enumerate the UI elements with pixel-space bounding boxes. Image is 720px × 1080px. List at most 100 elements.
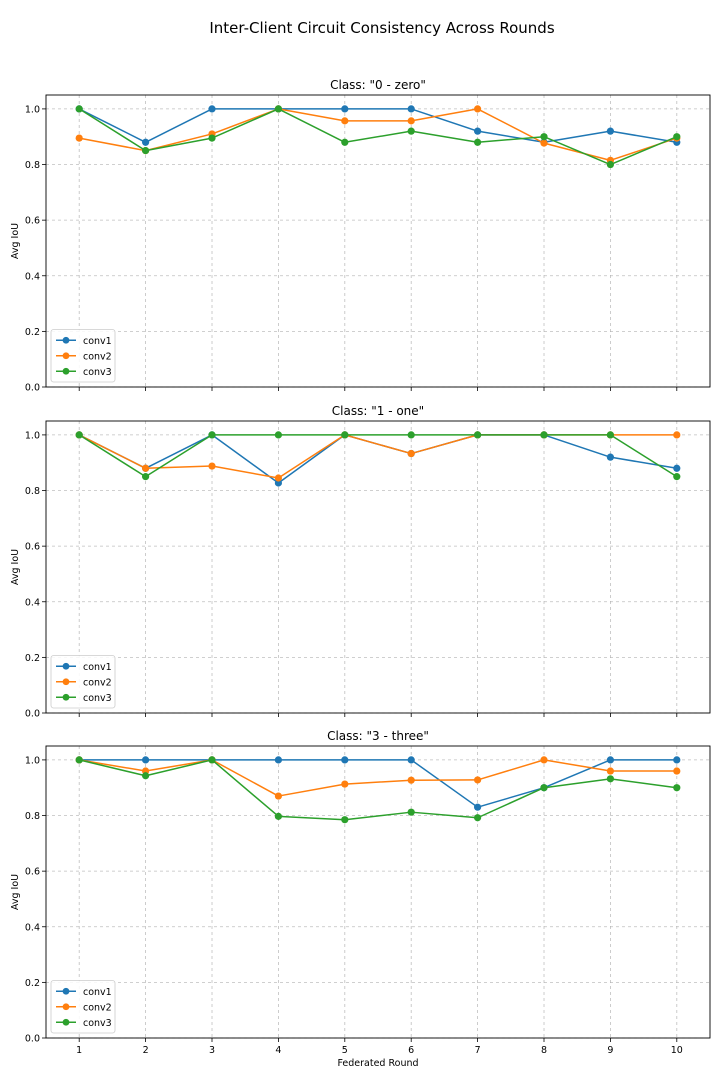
data-point-conv3 xyxy=(341,431,349,439)
data-point-conv3 xyxy=(540,784,548,792)
x-tick-label: 5 xyxy=(342,1045,348,1056)
y-axis-label: Avg IoU xyxy=(10,549,21,585)
data-point-conv2 xyxy=(474,105,482,113)
y-tick-label: 0.6 xyxy=(25,542,40,553)
data-point-conv2 xyxy=(673,431,681,439)
legend-marker-conv1 xyxy=(62,336,70,344)
data-point-conv1 xyxy=(274,756,282,764)
data-point-conv3 xyxy=(341,138,349,146)
series-line-conv1 xyxy=(78,108,677,144)
data-point-conv3 xyxy=(407,431,415,439)
legend-marker-conv1 xyxy=(62,987,70,995)
y-tick-label: 0.0 xyxy=(25,383,40,394)
legend-label-conv3: conv3 xyxy=(83,693,112,704)
y-tick-label: 0.2 xyxy=(25,978,40,989)
legend-marker-conv3 xyxy=(62,1018,70,1026)
subplot-1: Class: "0 - zero" 0.0 0.2 0.4 0.6 0.8 1.0 Avg I… xyxy=(10,78,711,394)
legend: conv1 conv2 conv3 xyxy=(50,980,116,1034)
data-point-conv2 xyxy=(341,117,349,125)
data-point-conv3 xyxy=(673,784,681,792)
y-tick-label: 0.2 xyxy=(25,327,40,338)
legend-marker-conv3 xyxy=(62,367,70,375)
data-point-conv2 xyxy=(606,767,615,775)
x-tick-label: 4 xyxy=(275,1045,281,1056)
subplot-2: Class: "1 - one" 0.0 0.2 0.4 0.6 0.8 1.0 Avg Io… xyxy=(10,404,711,720)
data-point-conv1 xyxy=(474,803,482,811)
data-point-conv3 xyxy=(341,816,349,824)
data-point-conv3 xyxy=(208,431,216,439)
data-point-conv1 xyxy=(474,127,482,135)
series-line-conv3 xyxy=(78,434,678,478)
y-tick-label: 0.6 xyxy=(25,216,40,227)
data-point-conv1 xyxy=(407,756,415,764)
y-tick-label: 1.0 xyxy=(25,104,40,115)
data-point-conv2 xyxy=(540,756,548,764)
x-tick-label: 8 xyxy=(541,1045,547,1056)
legend-marker-conv2 xyxy=(62,352,70,360)
series-line-conv3 xyxy=(79,759,677,821)
data-point-conv2 xyxy=(208,462,216,470)
legend-marker-conv2 xyxy=(62,678,70,686)
y-tick-label: 0.6 xyxy=(25,867,40,878)
subplot-3: Class: "3 - three" 0.0 0.2 0.4 0.6 0.8 1.0 1 2 3 4… xyxy=(10,729,711,1069)
legend-label-conv2: conv2 xyxy=(83,1002,112,1013)
x-tick-label: 1 xyxy=(76,1045,82,1056)
x-tick-label: 10 xyxy=(671,1045,683,1056)
data-point-conv1 xyxy=(606,756,615,764)
data-point-conv3 xyxy=(540,133,548,141)
y-tick-label: 0.0 xyxy=(25,709,40,720)
y-tick-label: 0.4 xyxy=(25,271,40,282)
data-point-conv2 xyxy=(540,139,548,147)
data-point-conv3 xyxy=(407,808,415,816)
y-tick-label: 0.2 xyxy=(25,653,40,664)
data-point-conv3 xyxy=(274,105,282,113)
data-point-conv3 xyxy=(208,756,216,764)
legend-marker-conv1 xyxy=(62,662,70,670)
legend-label-conv3: conv3 xyxy=(83,367,112,378)
y-axis-label: Avg IoU xyxy=(10,223,21,259)
subplot-title: Class: "3 - three" xyxy=(327,729,429,743)
figure-suptitle: Inter-Client Circuit Consistency Across … xyxy=(209,19,554,37)
data-point-conv3 xyxy=(142,473,150,481)
data-point-conv3 xyxy=(606,431,615,439)
legend-marker-conv3 xyxy=(62,693,70,701)
data-point-conv2 xyxy=(274,474,282,482)
subplot-title: Class: "1 - one" xyxy=(332,404,424,418)
data-point-conv3 xyxy=(540,431,548,439)
data-point-conv3 xyxy=(673,133,681,141)
series-line-conv1 xyxy=(78,434,677,484)
data-point-conv3 xyxy=(142,772,150,780)
x-tick-label: 2 xyxy=(143,1045,149,1056)
data-point-conv1 xyxy=(673,464,681,472)
x-axis-label: Federated Round xyxy=(337,1058,418,1069)
data-point-conv2 xyxy=(474,776,482,784)
data-point-conv1 xyxy=(606,453,615,461)
data-point-conv3 xyxy=(75,431,83,439)
legend: conv1 conv2 conv3 xyxy=(50,655,116,709)
data-point-conv2 xyxy=(274,792,282,800)
legend-marker-conv2 xyxy=(62,1003,70,1011)
series-line-conv2 xyxy=(79,108,678,162)
data-point-conv1 xyxy=(274,479,282,487)
x-tick-label: 6 xyxy=(408,1045,414,1056)
subplot-title: Class: "0 - zero" xyxy=(330,78,426,92)
y-axis-label: Avg IoU xyxy=(10,874,21,910)
data-point-conv1 xyxy=(341,105,349,113)
plot-frame xyxy=(45,94,711,388)
legend-label-conv1: conv1 xyxy=(83,987,112,998)
data-point-conv2 xyxy=(142,464,150,472)
data-point-conv1 xyxy=(142,138,150,146)
data-point-conv3 xyxy=(606,160,615,169)
y-tick-label: 0.4 xyxy=(25,597,40,608)
data-point-conv3 xyxy=(474,431,482,439)
data-point-conv2 xyxy=(407,449,415,458)
data-point-conv3 xyxy=(673,473,681,481)
y-tick-label: 0.4 xyxy=(25,922,40,933)
data-point-conv2 xyxy=(407,776,415,784)
legend: conv1 conv2 conv3 xyxy=(50,329,116,383)
data-point-conv2 xyxy=(75,134,83,142)
data-point-conv3 xyxy=(474,814,482,822)
plot-frame xyxy=(45,420,711,714)
legend-label-conv1: conv1 xyxy=(83,336,112,347)
